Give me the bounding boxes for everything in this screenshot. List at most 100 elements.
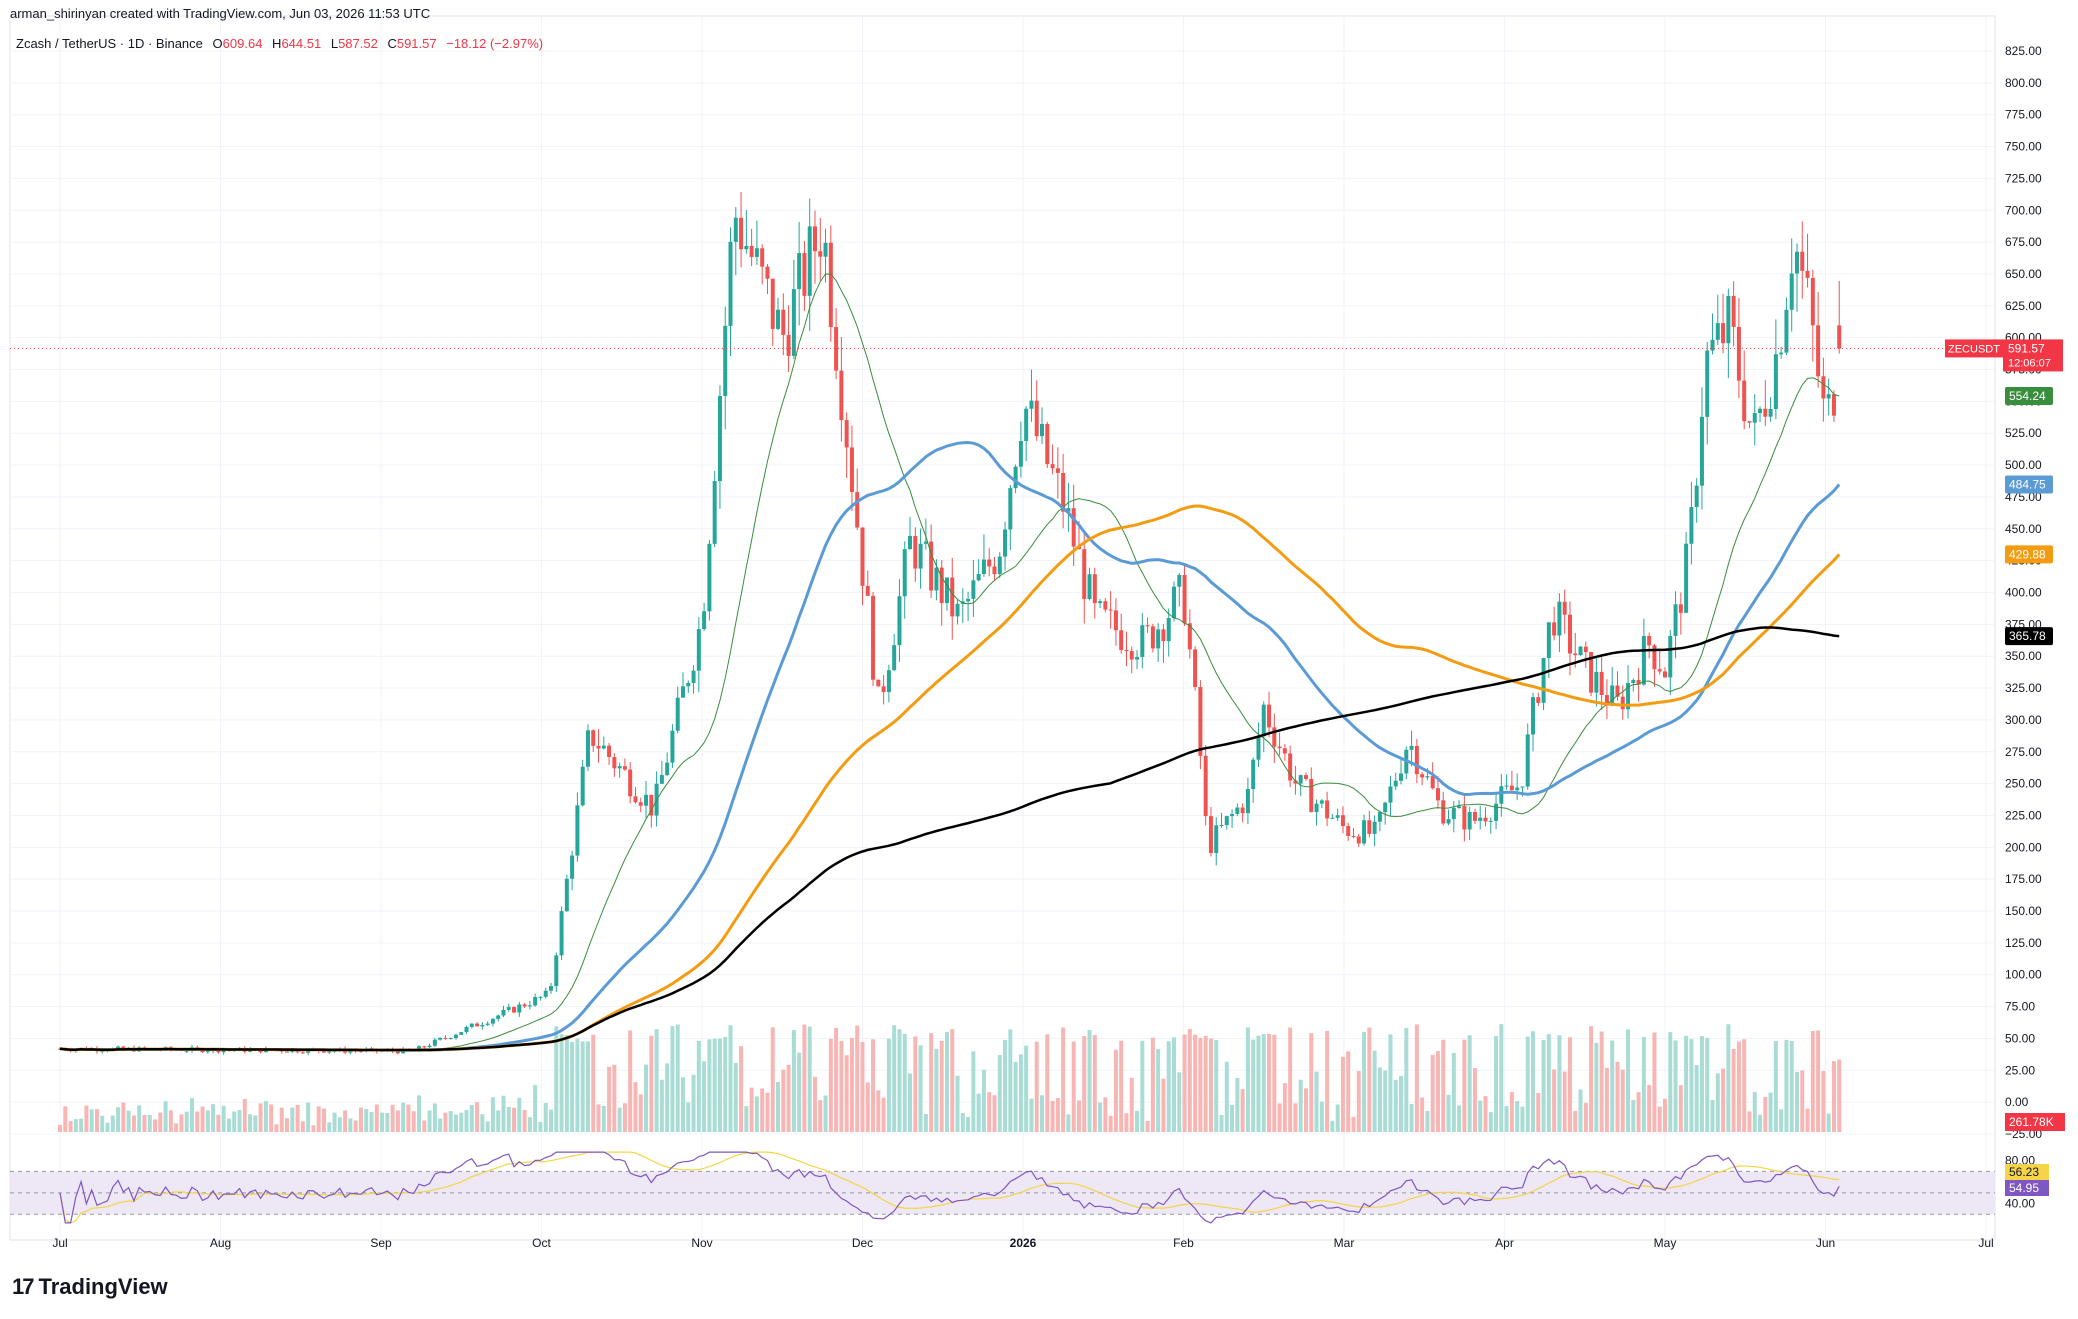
candle-body[interactable] [733,217,738,242]
candle-body[interactable] [929,541,934,591]
candle-body[interactable] [1245,789,1250,814]
candle-body[interactable] [1673,604,1678,636]
candle-body[interactable] [1509,785,1514,791]
candle-body[interactable] [871,595,876,680]
candle-body[interactable] [1150,626,1155,649]
candle-body[interactable] [559,911,564,956]
candle-body[interactable] [1779,352,1784,355]
candle-body[interactable] [1351,836,1356,838]
candle-body[interactable] [1742,380,1747,422]
candle-body[interactable] [1583,646,1588,653]
candle-body[interactable] [1377,812,1382,822]
candle-body[interactable] [1230,814,1235,817]
candle-body[interactable] [427,1045,432,1048]
candle-body[interactable] [1758,408,1763,414]
candle-body[interactable] [596,745,601,749]
candle-body[interactable] [823,242,828,257]
candle-body[interactable] [617,766,622,769]
candle-body[interactable] [1747,421,1752,423]
candle-body[interactable] [1837,325,1842,349]
candle-body[interactable] [1557,601,1562,636]
candle-body[interactable] [1515,787,1520,791]
candle-body[interactable] [1119,630,1124,651]
candle-body[interactable] [1008,488,1013,530]
candle-body[interactable] [1731,295,1736,327]
candle-body[interactable] [1457,806,1462,808]
candle-body[interactable] [1647,636,1652,646]
candle-body[interactable] [517,1004,522,1013]
candle-body[interactable] [1335,815,1340,818]
candle-body[interactable] [221,1050,226,1053]
candle-body[interactable] [1129,650,1134,660]
candle-body[interactable] [1763,408,1768,417]
candle-body[interactable] [1631,680,1636,684]
candle-body[interactable] [1393,780,1398,787]
candle-body[interactable] [802,253,807,296]
candle-body[interactable] [776,309,781,329]
candle-body[interactable] [475,1023,480,1027]
candle-body[interactable] [480,1024,485,1027]
candle-body[interactable] [659,775,664,784]
candle-body[interactable] [1055,468,1060,473]
candle-body[interactable] [1251,759,1256,790]
candle-body[interactable] [1573,653,1578,656]
candle-body[interactable] [1383,802,1388,813]
candle-body[interactable] [549,986,554,991]
candle-body[interactable] [332,1050,337,1052]
candle-body[interactable] [1462,806,1467,830]
candle-body[interactable] [691,670,696,683]
candle-body[interactable] [607,745,612,758]
candle-body[interactable] [580,766,585,806]
candle-body[interactable] [585,730,590,767]
candle-body[interactable] [490,1018,495,1024]
candle-body[interactable] [707,543,712,612]
candle-body[interactable] [908,535,913,550]
candle-body[interactable] [432,1039,437,1046]
candle-body[interactable] [971,580,976,599]
candle-body[interactable] [453,1034,458,1039]
candle-body[interactable] [1414,745,1419,775]
candle-body[interactable] [1504,785,1509,787]
candle-body[interactable] [855,492,860,528]
candle-body[interactable] [496,1015,501,1019]
candle-body[interactable] [1678,604,1683,613]
candle-body[interactable] [966,598,971,602]
candle-body[interactable] [438,1037,443,1040]
candle-body[interactable] [1087,574,1092,600]
candle-body[interactable] [1552,622,1557,636]
candle-body[interactable] [512,1007,517,1013]
candle-body[interactable] [1272,727,1277,747]
candle-body[interactable] [918,543,923,569]
candle-body[interactable] [1082,549,1087,600]
candle-body[interactable] [300,1052,305,1054]
candle-body[interactable] [644,794,649,806]
candle-body[interactable] [876,679,881,687]
candle-body[interactable] [1652,645,1657,670]
candle-body[interactable] [1620,696,1625,710]
candle-body[interactable] [923,541,928,544]
candle-body[interactable] [1562,601,1567,615]
candle-body[interactable] [1013,466,1018,489]
candle-body[interactable] [1541,658,1546,703]
candle-body[interactable] [533,997,538,1006]
candle-body[interactable] [1145,625,1150,627]
candle-body[interactable] [1161,629,1166,642]
candle-body[interactable] [1113,610,1118,631]
candle-body[interactable] [1293,780,1298,784]
candle-body[interactable] [1108,609,1113,611]
candle-body[interactable] [1536,697,1541,703]
candle-body[interactable] [1277,746,1282,749]
candle-body[interactable] [1451,807,1456,820]
candle-body[interactable] [1610,685,1615,705]
candle-body[interactable] [1356,836,1361,844]
candle-body[interactable] [395,1051,400,1054]
candle-body[interactable] [955,603,960,617]
candle-body[interactable] [1166,618,1171,642]
candle-body[interactable] [1684,543,1689,613]
candle-body[interactable] [1045,423,1050,465]
candle-body[interactable] [564,878,569,912]
candle-body[interactable] [1615,685,1620,697]
candle-body[interactable] [1641,636,1646,685]
candle-body[interactable] [1346,826,1351,837]
